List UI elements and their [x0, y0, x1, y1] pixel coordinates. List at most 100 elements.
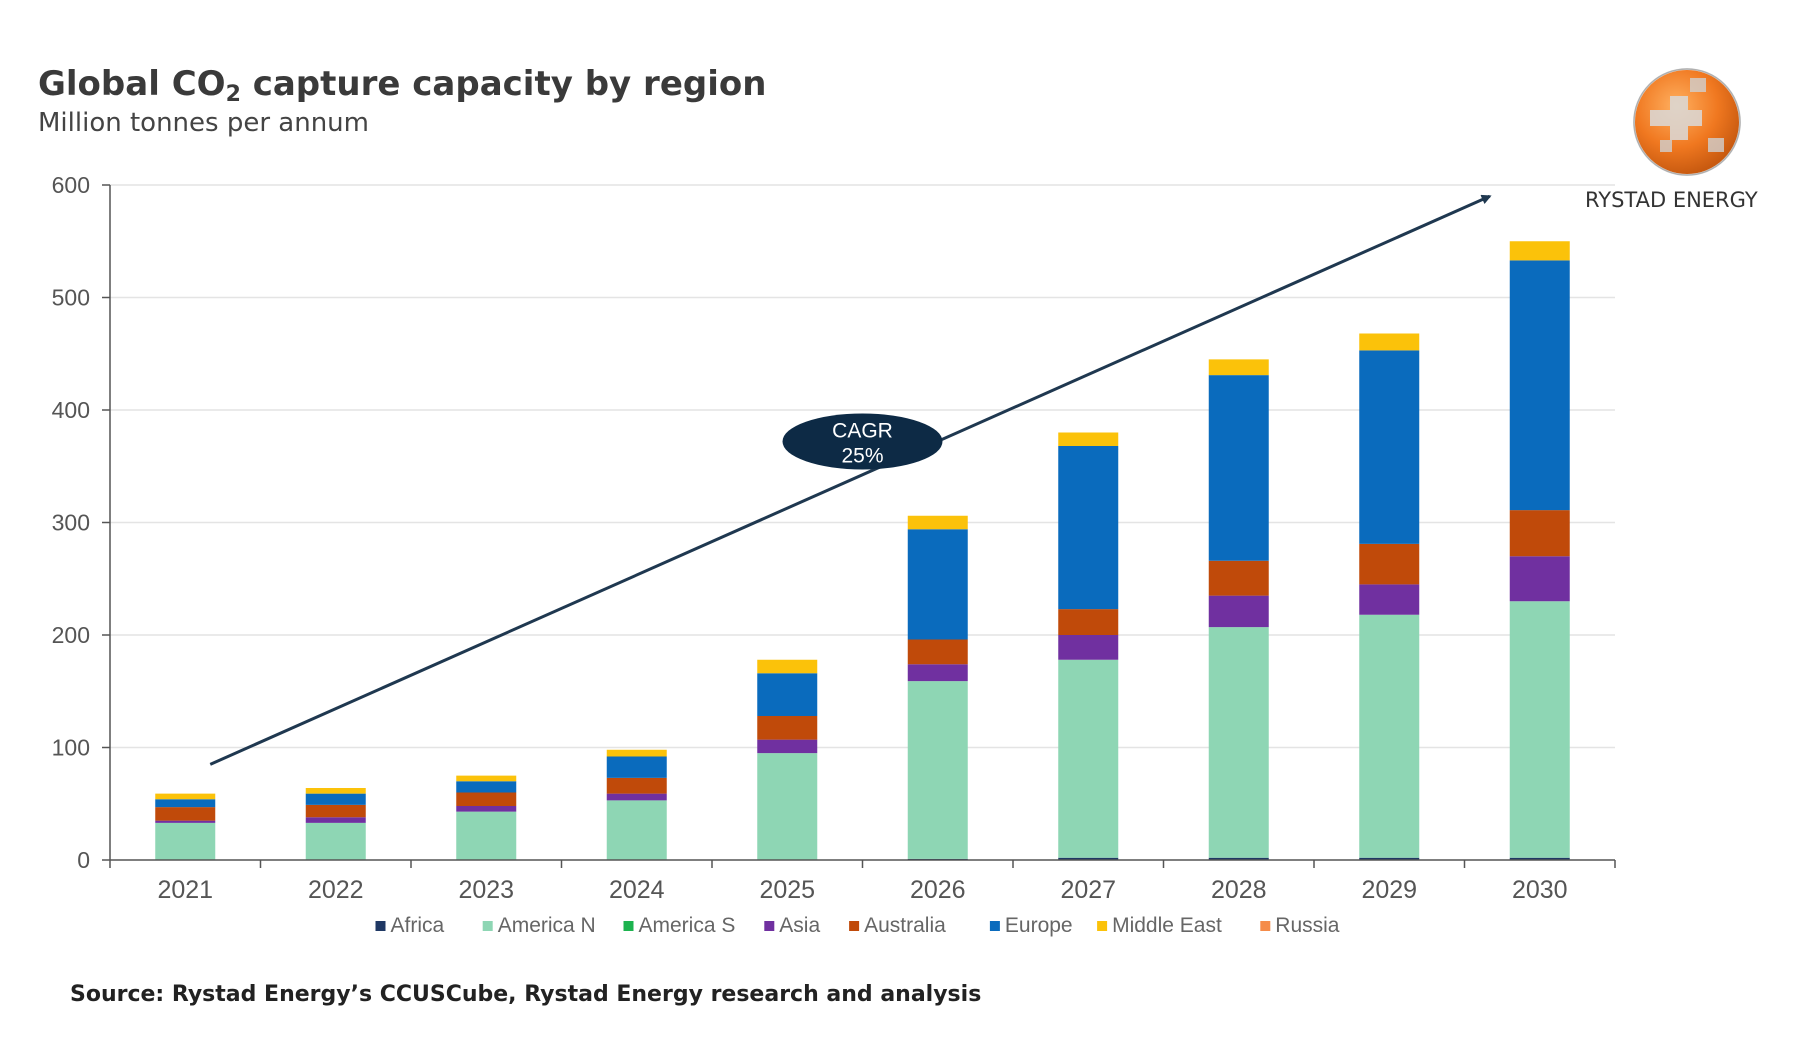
bar-segment-europe-2023 [456, 781, 517, 793]
x-tick-label: 2030 [1512, 876, 1568, 904]
bar-segment-africa-2028 [1208, 857, 1269, 860]
title-main: Global CO [38, 64, 226, 104]
bar-segment-asia-2024 [606, 793, 667, 801]
bar-segment-europe-2030 [1509, 260, 1570, 511]
bar-segment-australia-2027 [1058, 609, 1119, 635]
legend-label-europe: Europe [1005, 914, 1073, 937]
bar-segment-america-n-2028 [1208, 627, 1269, 858]
x-tick-label: 2029 [1361, 876, 1417, 904]
y-tick-label: 200 [52, 622, 90, 648]
bar-segment-middle-east-2027 [1058, 432, 1119, 446]
bar-segment-middle-east-2028 [1208, 359, 1269, 376]
bar-segment-america-n-2022 [305, 822, 366, 860]
bar-segment-america-n-2030 [1509, 601, 1570, 858]
bar-segment-america-n-2029 [1359, 614, 1420, 858]
bar-segment-asia-2025 [757, 739, 818, 754]
bar-segment-asia-2030 [1509, 556, 1570, 602]
legend-swatch-asia [764, 921, 775, 931]
bar-segment-australia-2029 [1359, 543, 1420, 585]
rystad-logo-icon [1633, 68, 1741, 176]
bar-segment-middle-east-2025 [757, 659, 818, 674]
bar-segment-australia-2022 [305, 804, 366, 818]
y-tick-label: 0 [77, 847, 90, 873]
x-tick-label: 2025 [759, 876, 815, 904]
bar-segment-america-n-2027 [1058, 659, 1119, 858]
bar-segment-europe-2028 [1208, 375, 1269, 561]
bar-segment-africa-2027 [1058, 857, 1119, 860]
y-tick-label: 100 [52, 735, 90, 761]
bar-segment-asia-2026 [907, 664, 968, 682]
bar-segment-asia-2028 [1208, 595, 1269, 628]
bar-segment-europe-2029 [1359, 350, 1420, 544]
bar-segment-europe-2021 [155, 799, 216, 808]
legend-swatch-america-n [482, 921, 493, 931]
x-tick-label: 2024 [609, 876, 665, 904]
bar-segment-asia-2021 [155, 820, 216, 823]
bar-segment-asia-2029 [1359, 584, 1420, 615]
legend-swatch-africa [375, 921, 386, 931]
brand-name: RYSTAD ENERGY [1585, 188, 1758, 212]
bar-segment-america-n-2023 [456, 811, 517, 860]
cagr-badge [782, 413, 943, 470]
legend-label-middle-east: Middle East [1112, 914, 1222, 937]
legend-swatch-australia [849, 921, 860, 931]
x-tick-label: 2027 [1060, 876, 1116, 904]
chart-subtitle: Million tonnes per annum [38, 108, 369, 138]
y-tick-label: 300 [52, 510, 90, 536]
x-tick-label: 2023 [458, 876, 514, 904]
bar-segment-europe-2022 [305, 793, 366, 805]
bar-segment-europe-2025 [757, 673, 818, 716]
bar-segment-middle-east-2023 [456, 775, 517, 782]
bar-segment-middle-east-2024 [606, 749, 667, 757]
bar-segment-australia-2023 [456, 792, 517, 806]
bar-segment-asia-2022 [305, 817, 366, 823]
legend-label-america-s: America S [639, 914, 736, 937]
title-rest: capture capacity by region [240, 64, 767, 104]
bar-segment-australia-2025 [757, 716, 818, 740]
legend-label-america-n: America N [498, 914, 596, 937]
source-note: Source: Rystad Energy’s CCUSCube, Rystad… [70, 982, 982, 1007]
bar-segment-middle-east-2026 [907, 515, 968, 530]
bar-segment-africa-2029 [1359, 857, 1420, 860]
bar-segment-africa-2030 [1509, 857, 1570, 860]
legend-swatch-middle-east [1097, 921, 1108, 931]
chart-title: Global CO2 capture capacity by region [38, 64, 766, 107]
legend-label-africa: Africa [391, 914, 445, 937]
x-tick-label: 2021 [157, 876, 213, 904]
legend-layer: Africa America N America S Asia Australia Eur… [375, 914, 1340, 937]
bar-segment-america-n-2021 [155, 822, 216, 860]
axes-layer: 0 100 200 300 400 500 600 2021 2022 2023 2024 2025 2… [52, 172, 1616, 904]
y-tick-label: 500 [52, 285, 90, 311]
bar-segment-europe-2026 [907, 529, 968, 640]
bar-segment-europe-2024 [606, 756, 667, 778]
bar-segment-middle-east-2021 [155, 793, 216, 800]
bar-segment-europe-2027 [1058, 446, 1119, 610]
legend-swatch-russia [1260, 921, 1271, 931]
legend-swatch-america-s [623, 921, 634, 931]
legend-label-asia: Asia [779, 914, 820, 937]
bar-segment-australia-2021 [155, 807, 216, 821]
bar-segment-australia-2030 [1509, 510, 1570, 557]
bar-segment-middle-east-2029 [1359, 333, 1420, 351]
bar-segment-america-n-2024 [606, 800, 667, 860]
x-tick-label: 2022 [308, 876, 364, 904]
bar-segment-australia-2026 [907, 639, 968, 665]
bar-segment-australia-2024 [606, 777, 667, 794]
y-tick-label: 600 [52, 172, 90, 198]
cagr-value: 25% [841, 445, 883, 468]
bar-segment-asia-2023 [456, 806, 517, 812]
legend-swatch-europe [989, 921, 1000, 931]
x-tick-label: 2028 [1211, 876, 1267, 904]
bar-segment-america-n-2025 [757, 753, 818, 860]
title-subscript: 2 [225, 82, 241, 107]
bars-layer [155, 241, 1570, 860]
bar-segment-middle-east-2030 [1509, 241, 1570, 261]
y-tick-label: 400 [52, 397, 90, 423]
bar-segment-australia-2028 [1208, 560, 1269, 596]
cagr-label: CAGR [832, 420, 893, 443]
legend-label-russia: Russia [1275, 914, 1340, 937]
legend-label-australia: Australia [864, 914, 946, 937]
x-tick-label: 2026 [910, 876, 966, 904]
cagr-trend-arrow [209, 194, 1492, 766]
